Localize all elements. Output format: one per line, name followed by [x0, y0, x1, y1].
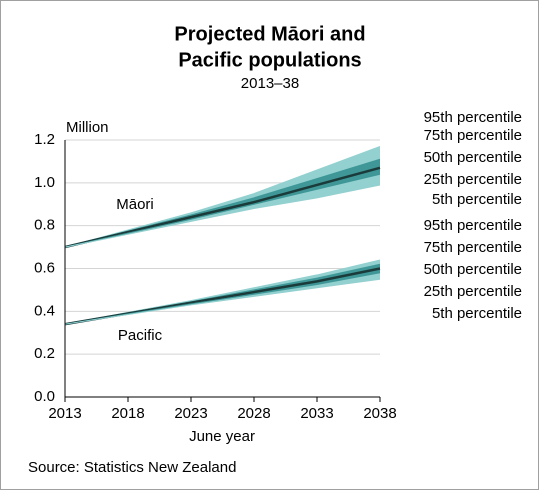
x-tick-label: 2023: [174, 405, 207, 422]
chart-subtitle: 2013–38: [241, 75, 299, 92]
legend-label: 50th percentile: [424, 149, 522, 166]
percentile-line: [64, 272, 381, 325]
percentile-line: [64, 145, 381, 248]
chart-title: Pacific populations: [178, 49, 361, 71]
y-tick-label: 0.0: [34, 388, 55, 405]
percentile-line: [64, 278, 381, 325]
legend-label: 95th percentile: [424, 109, 522, 126]
y-tick-label: 1.2: [34, 131, 55, 148]
legend-label: 75th percentile: [424, 239, 522, 256]
y-axis-label: Million: [66, 119, 109, 136]
x-tick-label: 2033: [300, 405, 333, 422]
y-tick-label: 0.6: [34, 259, 55, 276]
legend-label: 50th percentile: [424, 261, 522, 278]
y-tick-label: 0.4: [34, 302, 55, 319]
y-tick-label: 0.2: [34, 345, 55, 362]
chart-title: Projected Māori and: [174, 23, 365, 45]
y-tick-label: 0.8: [34, 217, 55, 234]
y-tick-label: 1.0: [34, 174, 55, 191]
x-tick-label: 2018: [111, 405, 144, 422]
legend-label: 5th percentile: [432, 191, 522, 208]
legend-label: 75th percentile: [424, 127, 522, 144]
x-axis-label: June year: [189, 428, 255, 445]
percentile-line: [64, 166, 381, 249]
series-label: Pacific: [118, 327, 163, 344]
percentile-line: [64, 184, 381, 248]
x-tick-label: 2028: [237, 405, 270, 422]
x-tick-label: 2013: [48, 405, 81, 422]
series-label: Māori: [116, 196, 154, 213]
legend-label: 95th percentile: [424, 217, 522, 234]
legend-label: 5th percentile: [432, 305, 522, 322]
percentile-band: [65, 146, 380, 248]
percentile-line: [64, 173, 381, 248]
legend-label: 25th percentile: [424, 283, 522, 300]
legend-label: 25th percentile: [424, 171, 522, 188]
source: Source: Statistics New Zealand: [28, 459, 236, 476]
x-tick-label: 2038: [363, 405, 396, 422]
